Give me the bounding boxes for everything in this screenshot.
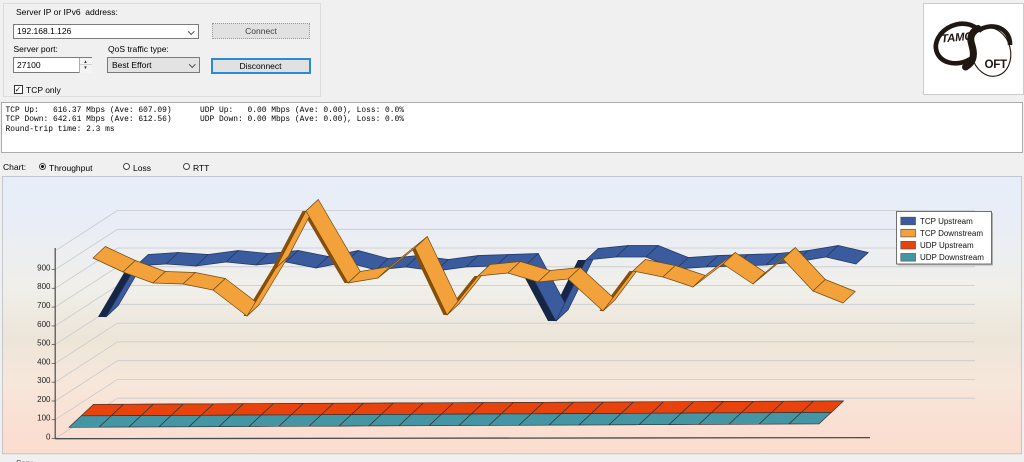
svg-text:UDP Downstream: UDP Downstream [920,253,984,262]
svg-text:700: 700 [37,301,51,310]
svg-text:900: 900 [37,264,51,273]
svg-text:TAMO: TAMO [941,31,974,46]
svg-text:TCP Downstream: TCP Downstream [920,229,983,238]
svg-text:600: 600 [37,320,51,329]
svg-text:800: 800 [37,282,51,291]
svg-text:500: 500 [37,339,51,348]
svg-text:300: 300 [37,376,51,385]
svg-text:TCP Upstream: TCP Upstream [920,217,973,226]
svg-text:100: 100 [37,414,51,423]
svg-text:200: 200 [37,395,51,404]
svg-text:400: 400 [37,357,51,366]
svg-text:0: 0 [46,432,51,441]
svg-text:UDP Upstream: UDP Upstream [920,241,974,250]
svg-text:OFT: OFT [985,58,1007,71]
